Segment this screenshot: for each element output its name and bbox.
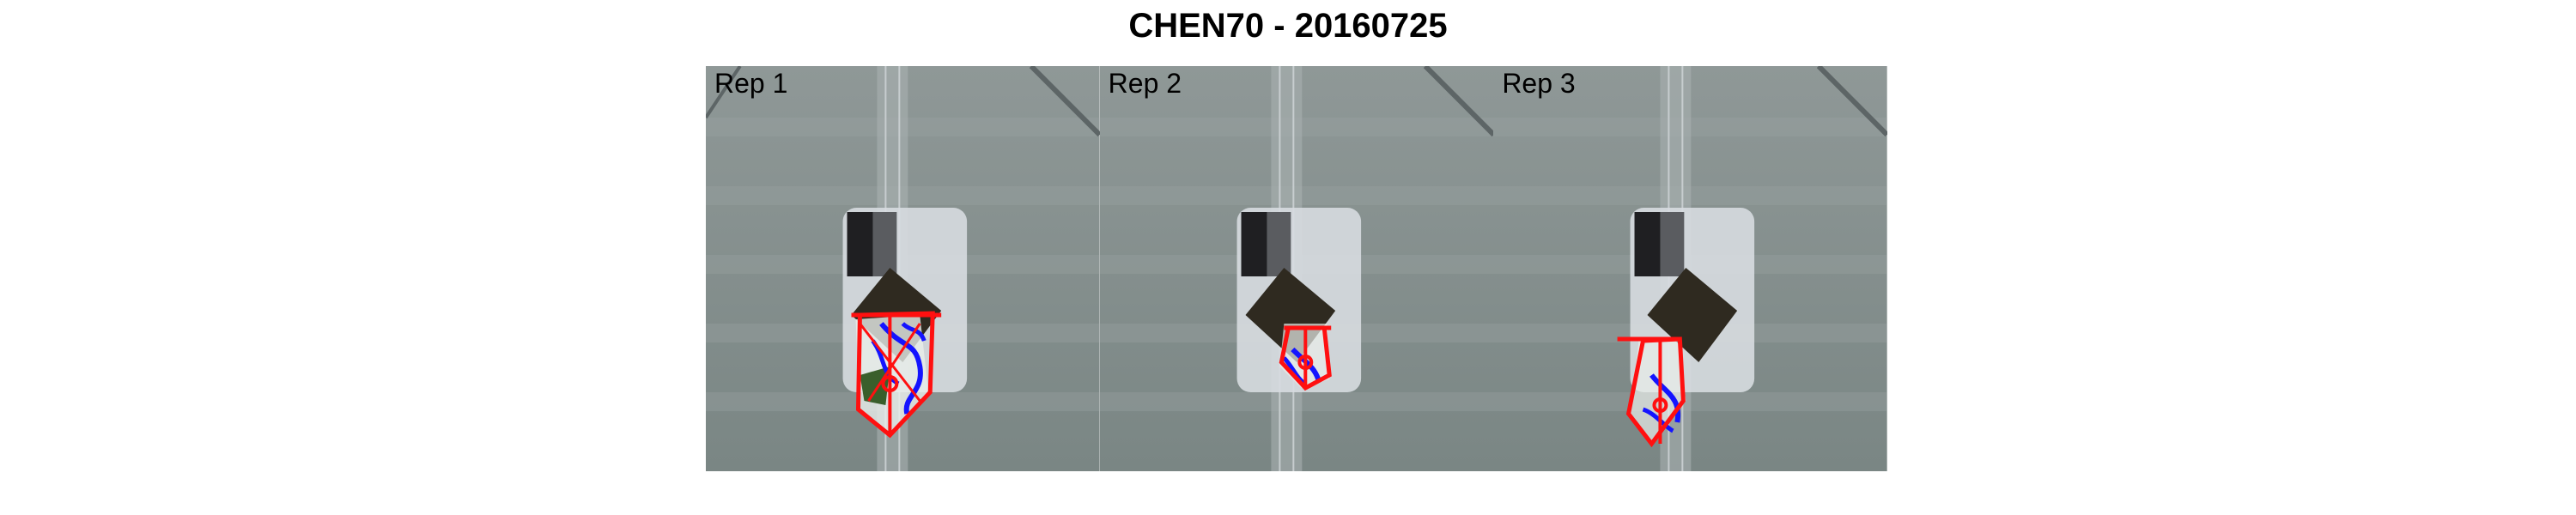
panel-label: Rep 3 [1502,68,1576,99]
rep-2-photo [1099,66,1494,471]
panel-label: Rep 1 [714,68,788,99]
panel-rep-1: Rep 1 [706,66,1100,471]
panel-label: Rep 2 [1108,68,1182,99]
panel-rep-3: Rep 3 [1493,66,1887,471]
image-panels: Rep 1 [706,66,1887,471]
panel-rep-2: Rep 2 [1099,66,1494,471]
figure-title: CHEN70 - 20160725 [1128,7,1448,45]
rep-3-photo [1493,66,1887,471]
rep-1-photo [706,66,1100,471]
